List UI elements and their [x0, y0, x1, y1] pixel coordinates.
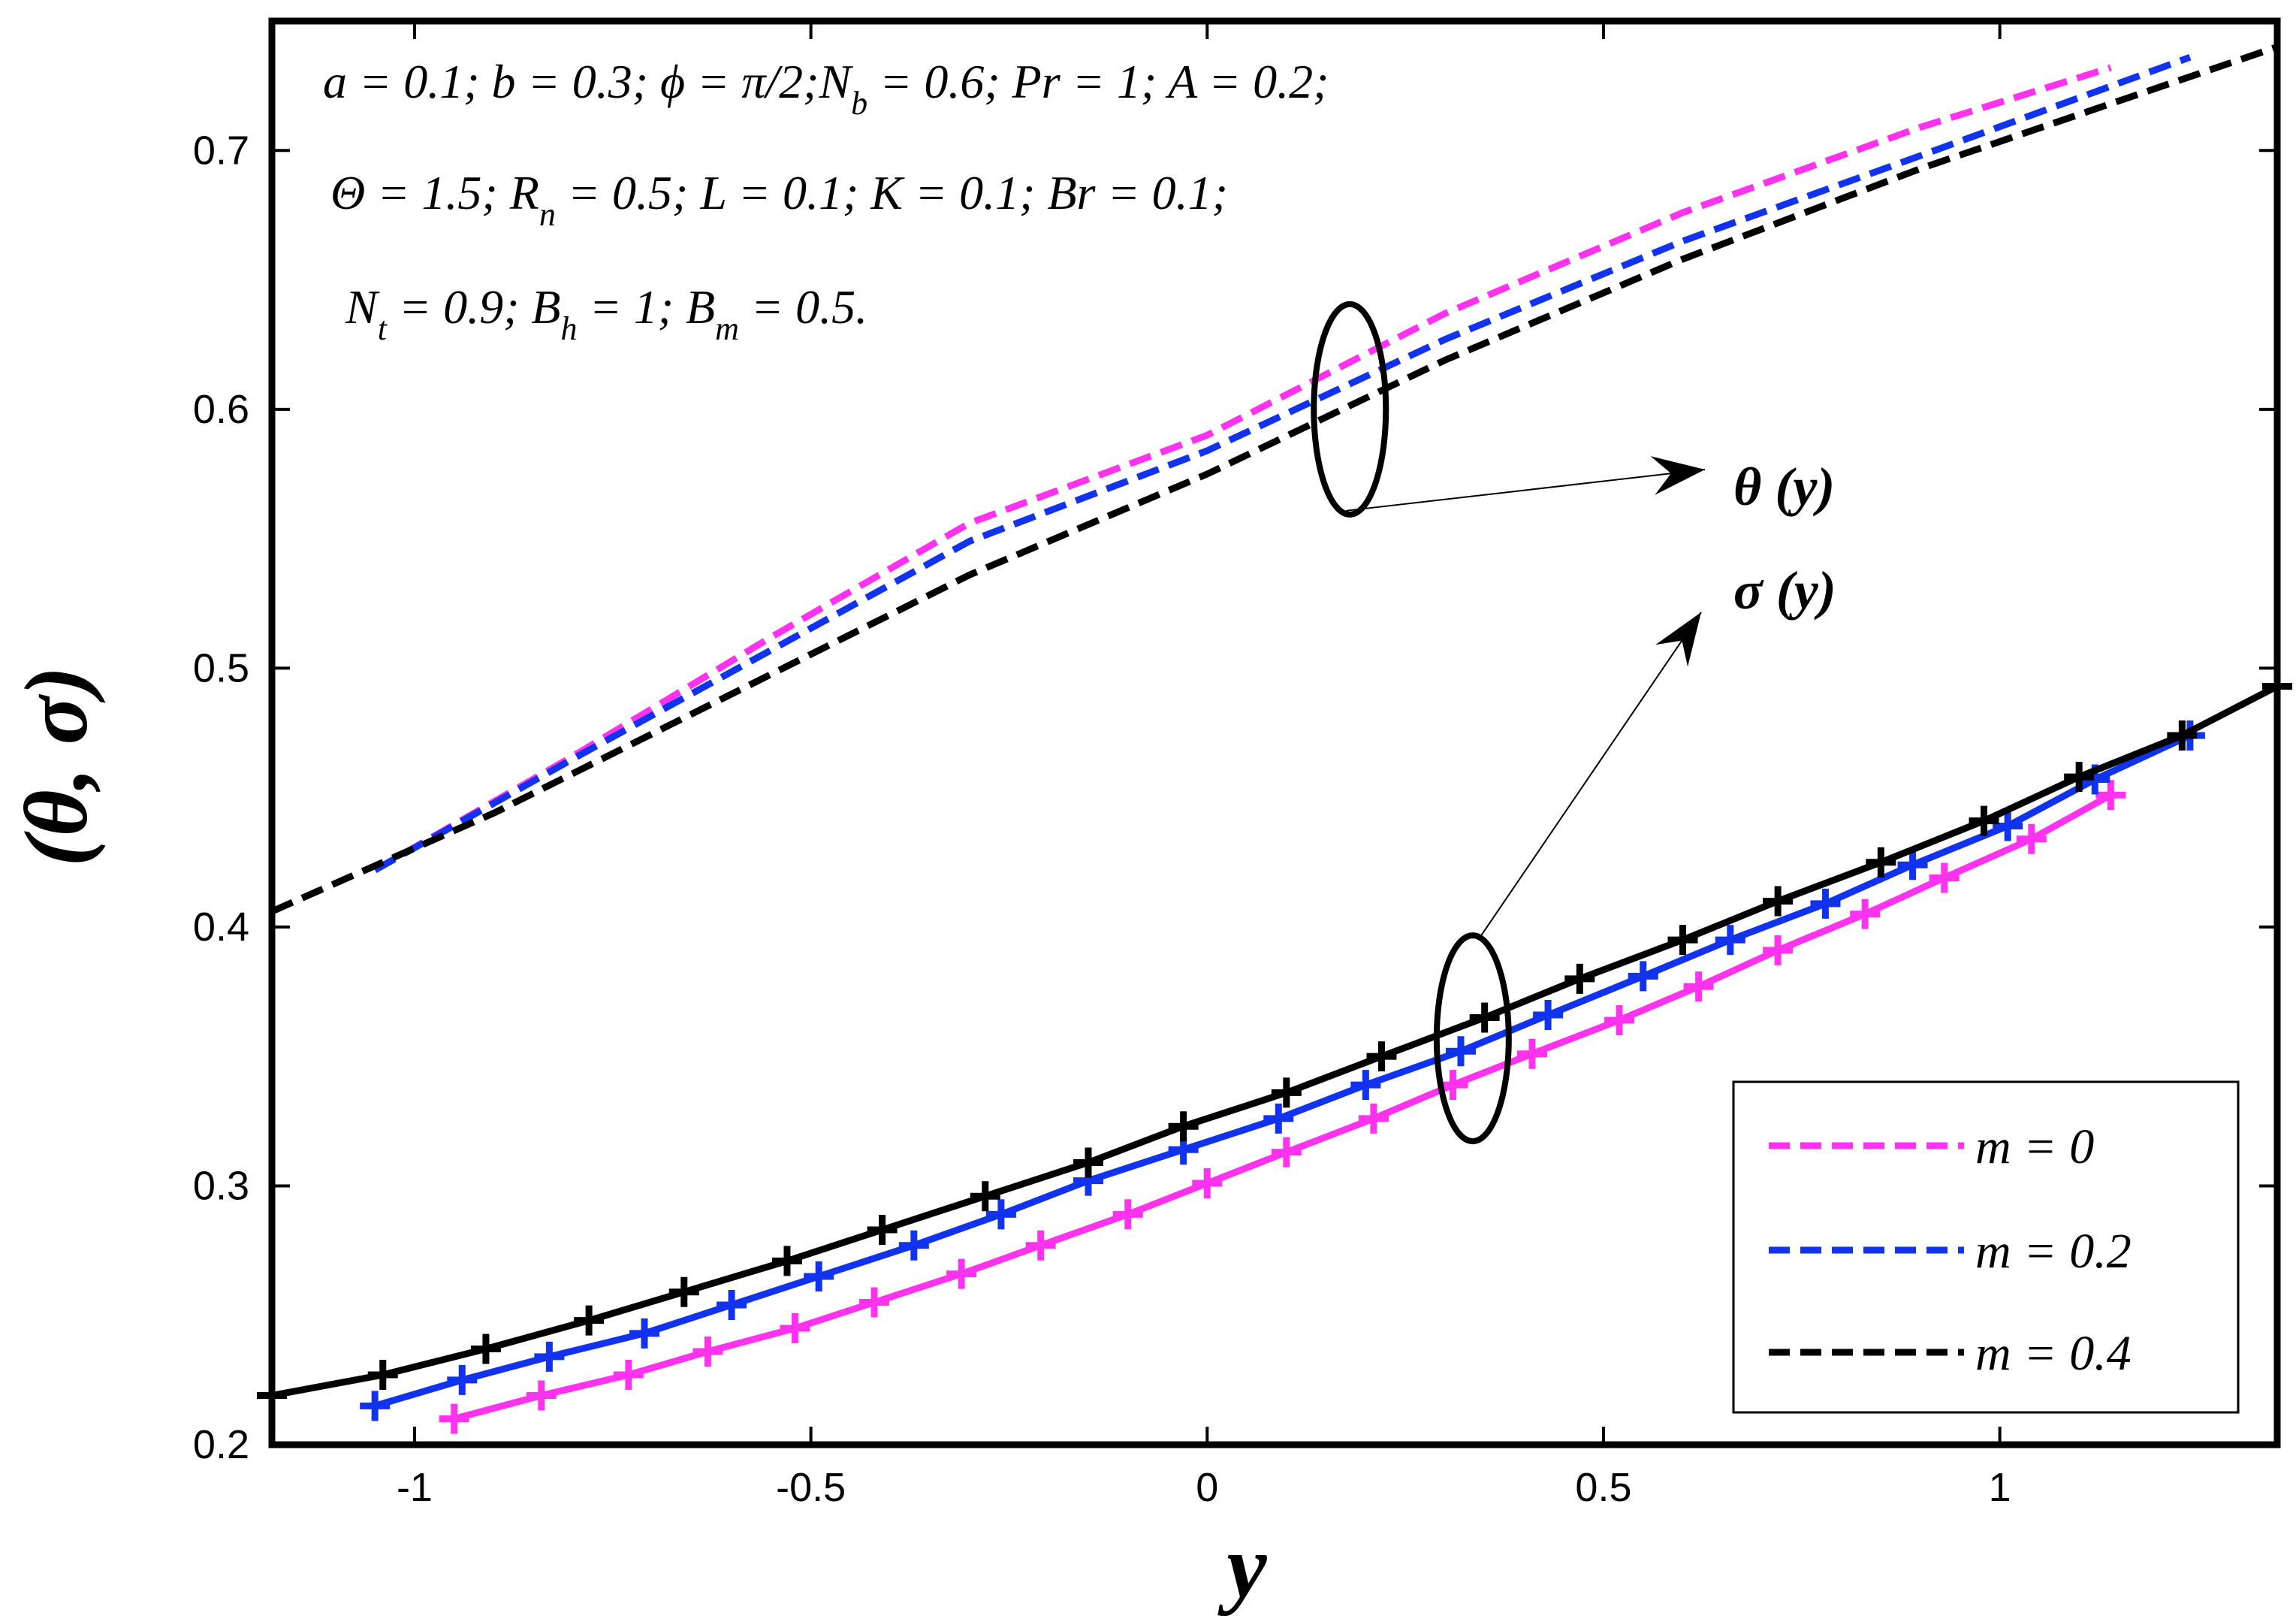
data-point-sigma-m04: [668, 1276, 699, 1307]
data-point-sigma-m04: [1366, 1041, 1397, 1072]
series-layer: [257, 44, 2292, 1434]
x-tick-label: -0.5: [776, 1465, 846, 1510]
y-tick-label: 0.7: [193, 128, 249, 173]
callout-ellipse-sigma: [1433, 932, 1512, 1145]
data-point-sigma-m0: [1192, 1168, 1223, 1199]
data-point-sigma-m04: [574, 1305, 605, 1336]
data-point-sigma-m0: [946, 1258, 977, 1289]
parameter-line-2: Θ = 1.5; Rn = 0.5; L = 0.1; K = 0.1; Br …: [330, 166, 1228, 233]
y-axis-title: (θ, σ): [6, 666, 106, 867]
data-point-sigma-m02: [534, 1341, 565, 1372]
y-tick-label: 0.5: [193, 645, 249, 690]
data-point-sigma-m0: [1516, 1038, 1547, 1069]
data-point-sigma-m02: [985, 1199, 1016, 1230]
data-point-sigma-m0: [526, 1380, 557, 1411]
data-point-sigma-m04: [470, 1334, 501, 1364]
data-point-sigma-m02: [1350, 1070, 1381, 1101]
data-point-sigma-m0: [1025, 1230, 1056, 1261]
data-point-sigma-m0: [1271, 1137, 1302, 1167]
data-point-sigma-m0: [2095, 780, 2126, 811]
data-point-sigma-m04: [367, 1359, 398, 1390]
data-point-sigma-m02: [1628, 961, 1658, 992]
callout-arrow-sigma-head: [1655, 612, 1701, 667]
data-point-sigma-m04: [1073, 1147, 1103, 1178]
callout-label-sigma: σ (y): [1733, 560, 1836, 621]
data-point-sigma-m02: [1263, 1103, 1294, 1134]
data-point-sigma-m02: [1533, 1000, 1564, 1031]
data-point-sigma-m04: [2064, 762, 2095, 793]
callout-arrow-theta-line: [1346, 469, 1706, 512]
data-point-sigma-m04: [1969, 805, 1999, 836]
data-point-sigma-m04: [2167, 720, 2198, 751]
data-point-sigma-m0: [1112, 1199, 1143, 1230]
x-tick-label: 0: [1196, 1465, 1218, 1510]
y-tick-label: 0.3: [193, 1163, 249, 1208]
data-point-sigma-m04: [867, 1215, 898, 1246]
data-point-sigma-m0: [613, 1359, 644, 1390]
data-point-sigma-m0: [1763, 935, 1794, 965]
data-point-sigma-m0: [2016, 823, 2047, 854]
legend-label-m0: m = 0: [1975, 1119, 2094, 1174]
y-tick-label: 0.2: [193, 1422, 249, 1467]
data-point-sigma-m04: [1168, 1111, 1199, 1142]
data-point-sigma-m02: [360, 1391, 391, 1421]
data-point-sigma-m02: [447, 1364, 478, 1395]
data-point-sigma-m0: [1358, 1103, 1389, 1134]
legend-label-m04: m = 0.4: [1975, 1326, 2132, 1381]
callout-ellipse-theta: [1311, 301, 1389, 518]
series-line-theta-m0: [373, 64, 2112, 874]
series-line-theta-m02: [373, 53, 2192, 874]
x-tick-label: 0.5: [1575, 1465, 1631, 1510]
tick-layer: -1 -0.5 0 0.5 1 0.2 0.3 0.4 0.5 0.6 0.7: [193, 21, 2277, 1510]
data-point-sigma-m0: [1850, 899, 1881, 929]
data-point-sigma-m04: [1469, 1002, 1500, 1033]
data-point-sigma-m04: [970, 1181, 1000, 1212]
plot-frame: [268, 17, 2281, 1448]
data-point-sigma-m02: [717, 1289, 747, 1320]
data-point-sigma-m04: [1271, 1077, 1302, 1108]
parameter-line-3: Nt = 0.9; Bh = 1; Bm = 0.5.: [345, 280, 867, 347]
parameter-line-1: a = 0.1; b = 0.3; ϕ = π/2;Nb = 0.6; Pr =…: [323, 55, 1329, 122]
data-point-sigma-m02: [804, 1261, 834, 1292]
data-point-sigma-m04: [1564, 963, 1595, 994]
data-point-sigma-m04: [771, 1246, 802, 1276]
data-point-sigma-m0: [692, 1336, 723, 1367]
series-line-theta-m04: [270, 44, 2279, 915]
data-point-sigma-m02: [1715, 925, 1745, 956]
data-point-sigma-m04: [1763, 886, 1794, 917]
data-point-sigma-m02: [1810, 888, 1841, 919]
data-point-sigma-m0: [859, 1287, 890, 1318]
y-tick-label: 0.4: [193, 905, 249, 950]
legend-label-m02: m = 0.2: [1975, 1224, 2132, 1279]
callout-arrow-theta-head: [1650, 456, 1705, 495]
legend: m = 0 m = 0.2 m = 0.4: [1732, 1080, 2240, 1414]
data-point-sigma-m02: [898, 1230, 929, 1261]
callout-arrow-sigma-line: [1480, 612, 1702, 938]
data-point-sigma-m0: [1683, 971, 1714, 1002]
data-point-sigma-m0: [780, 1312, 810, 1343]
data-point-sigma-m0: [439, 1403, 469, 1434]
data-point-sigma-m0: [1604, 1004, 1635, 1035]
x-tick-label: 1: [1989, 1465, 2011, 1510]
data-point-sigma-m04: [1866, 847, 1896, 877]
data-point-sigma-m04: [1667, 925, 1698, 956]
data-point-sigma-m02: [1446, 1036, 1476, 1067]
data-point-sigma-m02: [1897, 850, 1928, 880]
y-tick-label: 0.6: [193, 387, 249, 432]
callout-layer: [1311, 301, 1706, 1145]
data-point-sigma-m0: [1929, 862, 1960, 893]
callout-label-theta: θ (y): [1733, 457, 1835, 517]
x-axis-title: y: [1217, 1516, 1267, 1616]
data-point-sigma-m02: [629, 1318, 660, 1349]
data-point-sigma-m02: [1993, 811, 2023, 841]
x-tick-label: -1: [397, 1465, 433, 1510]
